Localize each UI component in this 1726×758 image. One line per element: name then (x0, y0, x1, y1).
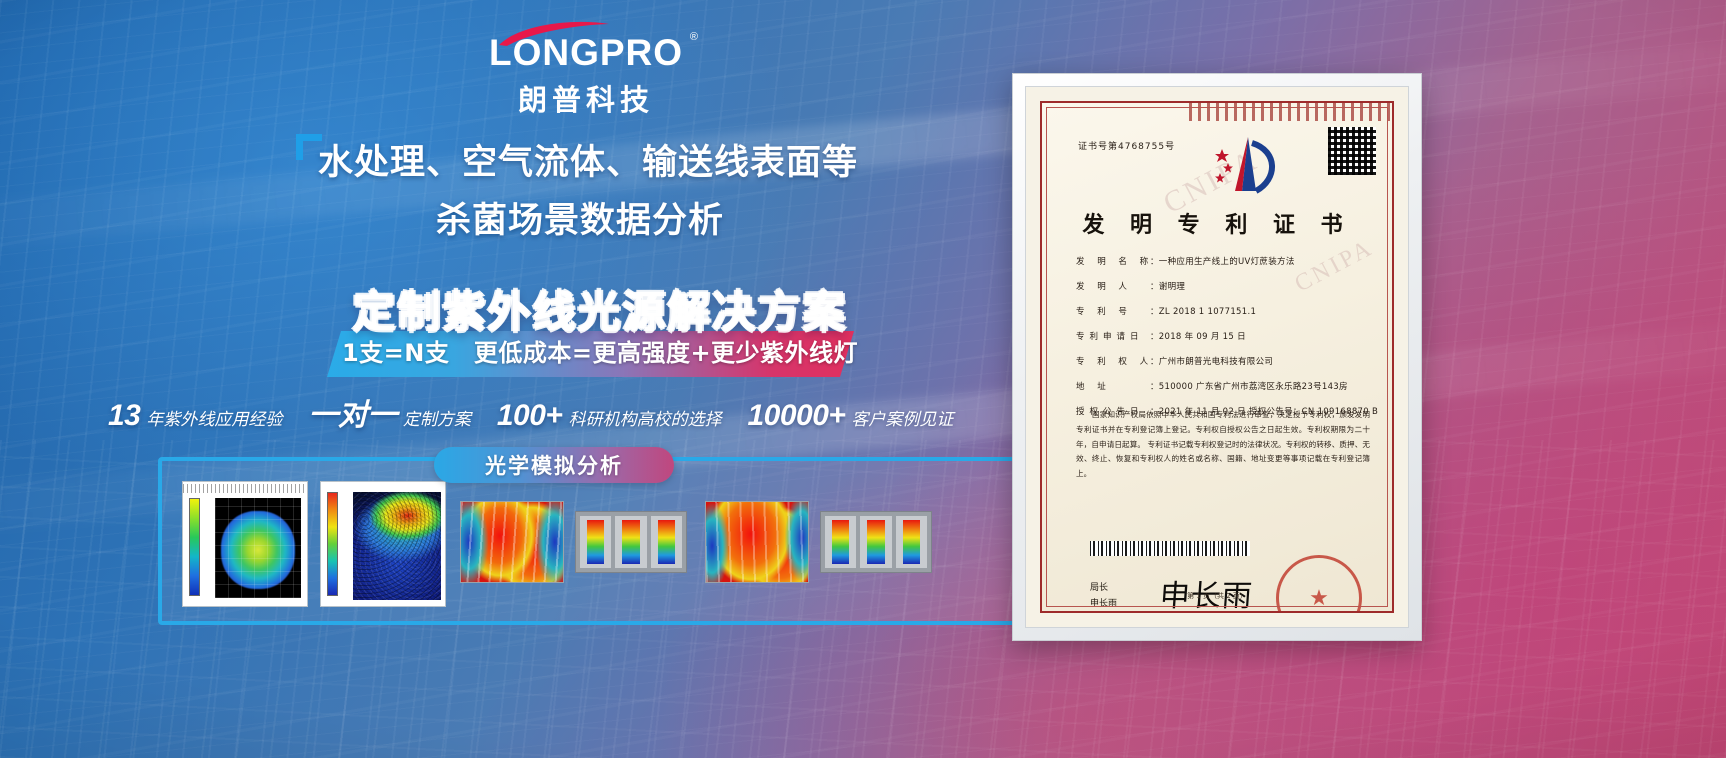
certificate-title: 发 明 专 利 证 书 (1082, 213, 1352, 238)
stat-number: 100+ (496, 399, 563, 432)
claim-main-text: 定制紫外线光源解决方案 (352, 288, 848, 338)
stat-label: 科研机构高校的选择 (568, 410, 722, 430)
certificate-page: CNIPA CNIPA 证书号第4768755号 (1040, 101, 1394, 613)
stats-row: 13 年紫外线应用经验 一对一 定制方案 100+ 科研机构高校的选择 1000… (108, 390, 1008, 432)
registered-mark: ® (689, 31, 700, 43)
brand-logo: LONGPRO ® 朗普科技 (466, 21, 706, 119)
certificate-field-row: 专利申请日 ：2018 年 09 月 15 日 (1076, 330, 1374, 342)
certificate-field-row: 专 利 权 人：广州市朗普光电科技有限公司 (1076, 355, 1374, 367)
optical-analysis-pill: 光学模拟分析 (434, 447, 674, 483)
certificate-mat: CNIPA CNIPA 证书号第4768755号 (1025, 86, 1409, 628)
sim-panel-irradiance-contour (182, 481, 308, 607)
field-key: 发 明 人 (1076, 282, 1132, 292)
sim-panel-surface-intensity-2 (705, 501, 809, 583)
certificate-field-row: 地 址 ：510000 广东省广州市荔湾区永乐路23号143房 (1076, 380, 1374, 392)
headline-line-1: 水处理、空气流体、输送线表面等 (318, 143, 859, 183)
stat-item: 一对一 定制方案 (308, 390, 471, 434)
stat-label: 客户案例见证 (851, 410, 954, 430)
certificate-field-row: 发 明 名 称：一种应用生产线上的UV灯蔗装方法 (1076, 255, 1374, 267)
stat-label: 年紫外线应用经验 (146, 410, 283, 430)
certificate-footer: 第 1 页（共 2 页） (1187, 592, 1247, 600)
field-value: ：一种应用生产线上的UV灯蔗装方法 (1150, 257, 1295, 267)
stat-item: 13 年紫外线应用经验 (108, 399, 282, 433)
field-key: 专 利 号 (1076, 307, 1132, 317)
field-key: 地 址 (1076, 382, 1111, 392)
signature-label-name: 申长雨 (1090, 599, 1118, 610)
certificate-field-row: 授权公告日 ：2021 年 11 月 02 日 授权公告号：CN 10916887… (1076, 405, 1378, 417)
sim-panel-scatter-density (320, 481, 446, 607)
field-key: 授权公告日 (1076, 407, 1144, 417)
qr-code-icon (1328, 127, 1376, 175)
brand-name-cn: 朗普科技 (517, 83, 654, 117)
stat-item: 10000+ 客户案例见证 (747, 399, 953, 433)
signature-label-title: 局长 (1090, 583, 1109, 593)
certificate-field-row: 发 明 人 ：谢明理 (1076, 280, 1374, 292)
sim-panel-surface-intensity-1 (460, 501, 564, 583)
certificate-ornament (1189, 103, 1392, 121)
sim-panel-legend-bars-2 (820, 511, 932, 573)
patent-certificate: CNIPA CNIPA 证书号第4768755号 (1012, 73, 1422, 641)
certificate-fields: 发 明 名 称：一种应用生产线上的UV灯蔗装方法 发 明 人 ：谢明理 专 利 号… (1076, 255, 1378, 430)
field-key: 专 利 权 人 (1076, 357, 1154, 367)
certificate-number: 证书号第4768755号 (1078, 142, 1176, 152)
optical-analysis-label: 光学模拟分析 (485, 454, 623, 478)
field-value: ：510000 广东省广州市荔湾区永乐路23号143房 (1150, 382, 1348, 392)
certificate-barcode (1090, 541, 1250, 556)
claim-sub-text: 1支=N支 更低成本=更高强度+更少紫外线灯 (341, 339, 859, 367)
stat-label: 定制方案 (402, 410, 471, 430)
field-value: ：ZL 2018 1 1077151.1 (1150, 307, 1257, 317)
field-value: ：2018 年 09 月 15 日 (1150, 332, 1246, 342)
brand-wordmark: LONGPRO ® (488, 21, 698, 73)
official-seal: ★ (1276, 555, 1362, 611)
cnipa-emblem-icon (1212, 133, 1284, 199)
headline-block: 水处理、空气流体、输送线表面等 杀菌场景数据分析 (296, 134, 1048, 244)
certificate-signature-labels: 局长 申长雨 (1090, 580, 1118, 611)
certificate-body-text: 国家知识产权局依照中华人民共和国专利法进行审查，决定授予专利权，颁发发明专利证书… (1076, 410, 1370, 479)
bracket-top-left-icon (296, 134, 322, 160)
field-key: 专利申请日 (1076, 332, 1144, 342)
headline-line-2: 杀菌场景数据分析 (436, 201, 725, 241)
seal-star-icon: ★ (1309, 585, 1329, 610)
brand-name-en: LONGPRO (488, 32, 684, 73)
field-value: ：谢明理 (1150, 282, 1186, 292)
sim-panel-legend-bars-1 (575, 511, 687, 573)
field-key: 发 明 名 称 (1076, 257, 1154, 267)
stat-number: 一对一 (308, 399, 397, 432)
stat-number: 10000+ (747, 399, 846, 432)
certificate-field-row: 专 利 号 ：ZL 2018 1 1077151.1 (1076, 305, 1374, 317)
field-value: ：2021 年 11 月 02 日 授权公告号：CN 109168870 B (1150, 407, 1379, 417)
stat-item: 100+ 科研机构高校的选择 (497, 399, 722, 433)
optical-simulation-strip (158, 457, 1144, 625)
stat-number: 13 (108, 399, 141, 432)
claim-gradient-bar (327, 331, 854, 377)
field-value: ：广州市朗普光电科技有限公司 (1150, 357, 1274, 367)
